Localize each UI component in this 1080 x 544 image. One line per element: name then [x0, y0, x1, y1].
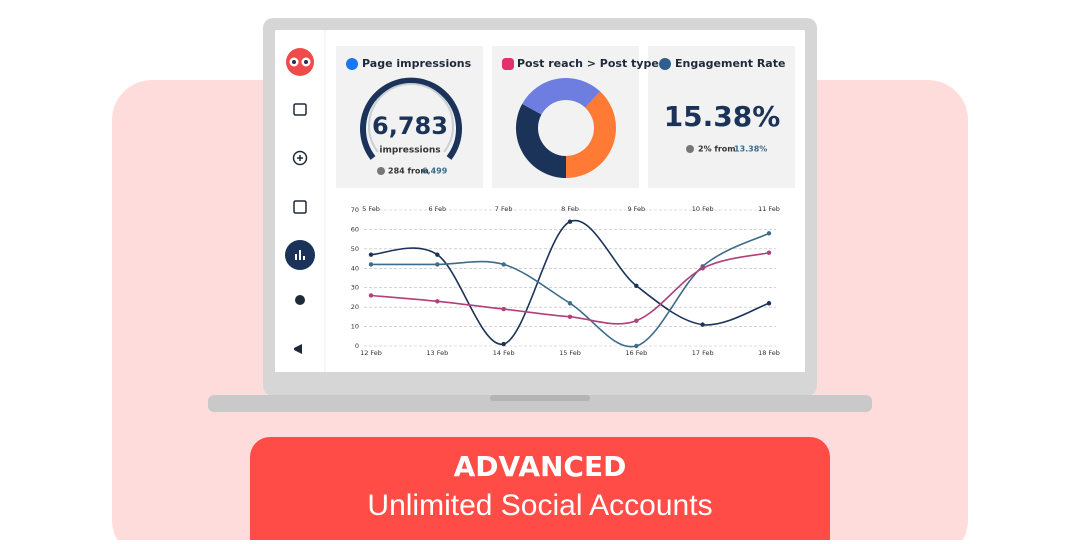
- data-point: [567, 219, 573, 224]
- inbox-icon[interactable]: [293, 200, 307, 214]
- instagram-icon: [502, 58, 514, 70]
- metric-value: 6,783: [372, 112, 448, 140]
- y-tick-label: 40: [351, 264, 359, 272]
- data-point: [368, 262, 374, 267]
- banner: [250, 437, 830, 540]
- x-tick-label: 14 Feb: [493, 349, 515, 357]
- facebook-icon: [346, 58, 358, 70]
- metric-value: 15.38%: [664, 100, 781, 133]
- data-point: [766, 301, 772, 306]
- analytics-bars: [295, 250, 305, 260]
- y-tick-label: 0: [355, 342, 359, 350]
- ideas-icon[interactable]: [295, 295, 305, 305]
- card-title: Post reach > Post type: [517, 57, 659, 70]
- donut-chart: [516, 77, 616, 178]
- metric-change: 284 from: [388, 167, 429, 176]
- donut-segment: [522, 77, 601, 115]
- laptop-notch: [490, 395, 590, 401]
- data-point: [567, 301, 573, 306]
- data-point: [435, 262, 440, 267]
- y-tick-label: 70: [351, 206, 359, 214]
- data-point: [435, 299, 440, 304]
- data-point: [634, 343, 639, 349]
- x-tick-label: 16 Feb: [625, 349, 647, 357]
- donut-segment: [566, 91, 616, 178]
- y-tick-label: 50: [351, 245, 359, 253]
- x-tick-label: 13 Feb: [426, 349, 448, 357]
- metric-base: 6,499: [422, 167, 448, 176]
- x-tick-label: 17 Feb: [692, 349, 714, 357]
- metric-label: impressions: [379, 146, 440, 156]
- data-point: [634, 318, 639, 323]
- linkedin-icon: [659, 58, 671, 70]
- y-tick-label: 30: [351, 284, 359, 292]
- campaign-icon[interactable]: [294, 344, 302, 354]
- logo: [286, 48, 314, 76]
- data-point: [700, 266, 705, 271]
- x-tick-label: 12 Feb: [360, 349, 382, 357]
- trend-icon: [686, 145, 694, 153]
- x-tick-label-top: 6 Feb: [428, 205, 446, 213]
- gauge-track: [368, 83, 454, 153]
- line-chart: 0 10 20 30 40 50 60 70 12 Feb 5 Feb 13 Feb 6 Feb 14 …: [351, 205, 780, 357]
- x-tick-label: 15 Feb: [559, 349, 581, 357]
- gauge: [360, 77, 462, 160]
- x-tick-label-top: 11 Feb: [758, 205, 780, 213]
- x-tick-label-top: 10 Feb: [692, 205, 714, 213]
- donut-segment: [516, 103, 566, 178]
- y-tick-label: 60: [351, 225, 359, 233]
- data-point: [766, 231, 772, 236]
- y-tick-label: 20: [351, 303, 359, 311]
- data-point: [700, 322, 705, 327]
- laptop-base: [208, 395, 872, 412]
- data-point: [501, 341, 506, 347]
- data-point: [368, 293, 374, 298]
- x-tick-label: 18 Feb: [758, 349, 780, 357]
- compose-icon[interactable]: [292, 150, 308, 166]
- x-tick-label-top: 9 Feb: [627, 205, 645, 213]
- card: [648, 46, 795, 188]
- y-tick-label: 10: [351, 323, 359, 331]
- banner-subtitle: Unlimited Social Accounts: [367, 489, 712, 522]
- x-tick-label-top: 7 Feb: [495, 205, 513, 213]
- data-point: [501, 262, 506, 267]
- data-point: [368, 252, 374, 257]
- data-point: [435, 252, 440, 257]
- data-point: [501, 306, 506, 312]
- card-title: Engagement Rate: [675, 57, 785, 70]
- trend-icon: [377, 167, 385, 175]
- data-point: [567, 314, 573, 320]
- card-title: Page impressions: [362, 57, 472, 70]
- metric-change: 2% from: [698, 145, 736, 154]
- metric-base: 13.38%: [734, 145, 767, 154]
- compose-plus: [297, 155, 303, 161]
- data-point: [634, 283, 639, 288]
- data-point: [766, 250, 772, 255]
- banner-title: ADVANCED: [454, 450, 627, 483]
- line-series: [370, 219, 770, 345]
- calendar-icon[interactable]: [293, 103, 307, 116]
- x-tick-label-top: 8 Feb: [561, 205, 579, 213]
- x-tick-label-top: 5 Feb: [362, 205, 380, 213]
